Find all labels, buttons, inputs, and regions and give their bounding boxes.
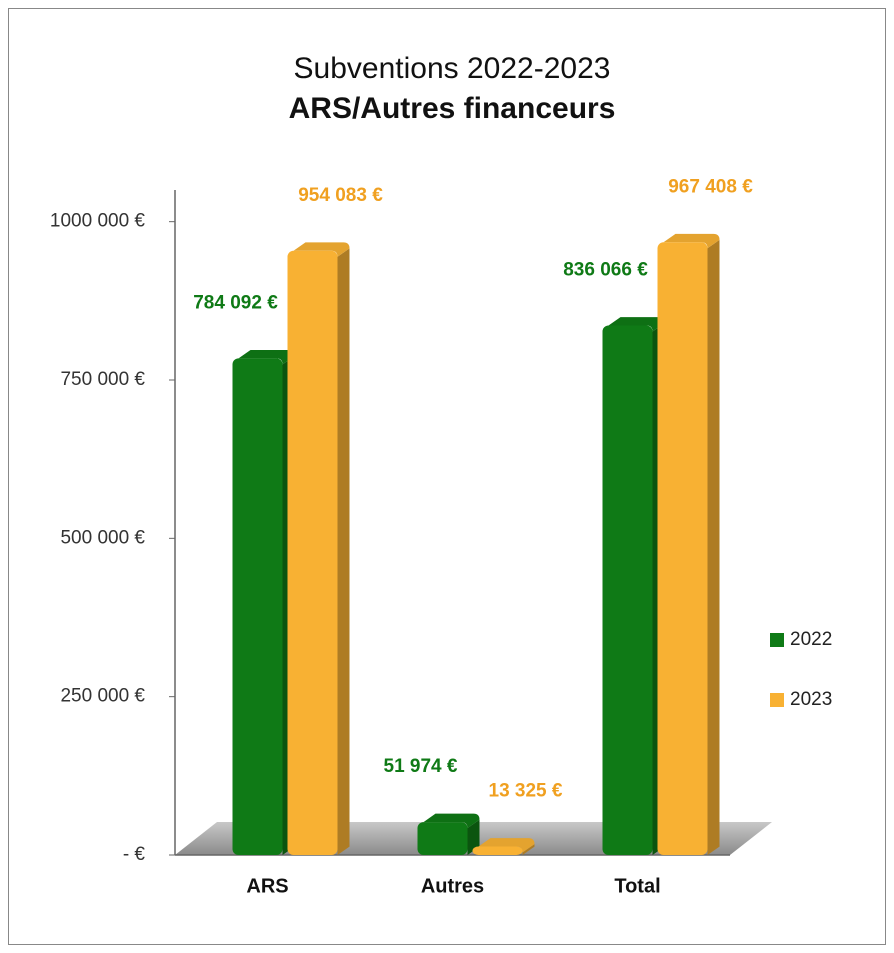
bar-top [663, 233, 720, 249]
legend-swatch [770, 633, 784, 647]
bar-side [707, 239, 720, 856]
chart-title: Subventions 2022-2023 [294, 52, 611, 85]
bar [417, 822, 468, 855]
bar-top [293, 242, 350, 257]
value-label: 967 408 € [668, 176, 753, 197]
legend-label: 2022 [790, 629, 832, 650]
legend-label: 2023 [790, 689, 832, 710]
bar [657, 242, 708, 855]
x-tick-label: Total [614, 875, 660, 897]
chart-border [8, 8, 886, 945]
bar-top [478, 838, 535, 853]
value-label: 836 066 € [563, 260, 648, 281]
bar [287, 250, 338, 855]
value-label: 784 092 € [193, 292, 278, 313]
value-label: 51 974 € [384, 756, 458, 777]
x-tick-label: ARS [246, 875, 288, 897]
bar [472, 846, 523, 855]
y-tick-label: 250 000 € [60, 686, 145, 707]
value-label: 13 325 € [489, 781, 563, 802]
bar-top [608, 317, 665, 332]
bar-side [337, 248, 350, 856]
chart-subtitle: ARS/Autres financeurs [289, 92, 616, 125]
y-tick-label: 1000 000 € [50, 211, 146, 232]
bar [232, 358, 283, 855]
y-tick-label: 750 000 € [60, 369, 145, 390]
bar-top [423, 813, 480, 829]
bar-top [238, 350, 295, 365]
y-tick-label: 500 000 € [60, 527, 145, 548]
bar-side [467, 819, 480, 855]
x-tick-label: Autres [421, 875, 484, 897]
value-label: 954 083 € [298, 185, 383, 206]
y-tick-label: - € [123, 844, 146, 865]
bar-side [522, 844, 535, 855]
legend-swatch [770, 693, 784, 707]
bar [602, 325, 653, 855]
